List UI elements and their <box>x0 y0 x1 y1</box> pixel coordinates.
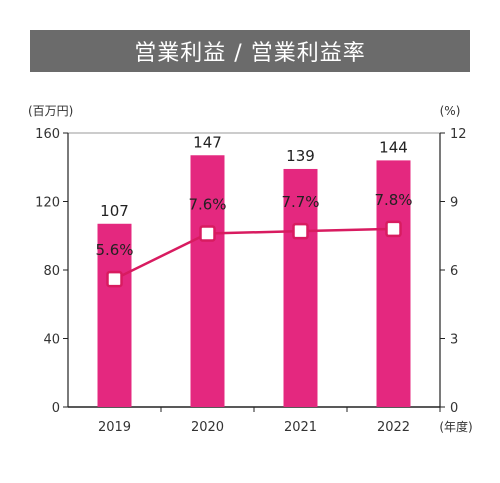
y-right-tick-label: 12 <box>450 127 467 142</box>
bar-value-label: 107 <box>100 202 129 220</box>
bar-value-label: 147 <box>193 133 222 151</box>
y-right-tick-label: 9 <box>450 196 458 211</box>
x-tick-label: 2019 <box>98 420 131 435</box>
bar-value-label: 144 <box>379 138 408 156</box>
rate-value-label: 7.8% <box>374 191 412 209</box>
y-right-tick-label: 3 <box>450 333 458 348</box>
rate-marker-2022 <box>385 220 402 238</box>
y-right-tick-label: 0 <box>450 401 458 416</box>
rate-marker-2020 <box>199 225 216 242</box>
rate-value-label: 5.6% <box>95 241 133 259</box>
bar-2019 <box>97 223 132 407</box>
chart-title-bar: 営業利益 / 営業利益率 <box>30 30 470 72</box>
rate-marker-2019 <box>106 270 123 288</box>
rate-line <box>113 227 394 281</box>
rate-value-label: 7.7% <box>281 193 319 211</box>
bar-2020 <box>190 155 225 407</box>
bar-2022 <box>376 160 411 407</box>
y-axis-right-unit: (%) <box>440 104 461 118</box>
rate-marker-2021 <box>292 222 309 240</box>
y-left-tick-label: 160 <box>35 127 60 142</box>
y-right-tick-label: 6 <box>450 264 458 279</box>
x-tick-label: 2020 <box>191 420 224 435</box>
x-axis-unit: (年度) <box>439 419 472 434</box>
y-left-tick-label: 0 <box>52 401 60 416</box>
y-left-tick-label: 80 <box>43 264 60 279</box>
chart-title: 営業利益 / 営業利益率 <box>134 41 366 66</box>
y-left-tick-label: 40 <box>43 333 60 348</box>
x-tick-label: 2022 <box>377 420 410 435</box>
rate-value-label: 7.6% <box>188 195 226 213</box>
bar-2021 <box>283 168 318 407</box>
x-tick-label: 2021 <box>284 420 317 435</box>
y-left-tick-label: 120 <box>35 196 60 211</box>
y-axis-left-unit: (百万円) <box>28 104 73 118</box>
bar-value-label: 139 <box>286 147 315 165</box>
